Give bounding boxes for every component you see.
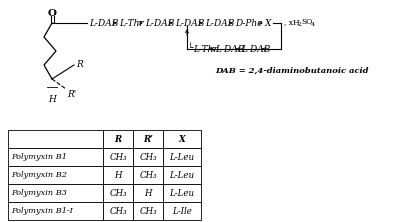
Text: L-Leu: L-Leu [169, 170, 195, 180]
Bar [133, 166, 163, 184]
Text: R: R [114, 135, 122, 143]
Bar [103, 202, 133, 220]
Text: R: R [76, 59, 83, 69]
Text: Polymyxin B1-I: Polymyxin B1-I [11, 207, 73, 215]
Bar [163, 166, 201, 184]
Text: Polymyxin B3: Polymyxin B3 [11, 189, 67, 197]
Text: L-Leu: L-Leu [169, 188, 195, 198]
Text: H: H [144, 188, 152, 198]
Bar [8, 166, 103, 184]
Bar [103, 184, 133, 202]
Bar [103, 130, 133, 148]
Text: CH₃: CH₃ [109, 153, 127, 161]
Text: R’: R’ [143, 135, 153, 143]
Bar [133, 130, 163, 148]
Bar [8, 202, 103, 220]
Text: CH₃: CH₃ [139, 206, 157, 216]
Text: L-Thr: L-Thr [119, 18, 144, 28]
Text: SO: SO [301, 18, 313, 26]
Text: , xH: , xH [284, 18, 299, 26]
Text: L-DAB: L-DAB [89, 18, 118, 28]
Bar [133, 184, 163, 202]
Text: CH₃: CH₃ [109, 188, 127, 198]
Bar [8, 148, 103, 166]
Text: CH₃: CH₃ [139, 170, 157, 180]
Text: H: H [114, 170, 122, 180]
Text: O: O [47, 8, 56, 18]
Text: 2: 2 [298, 22, 302, 26]
Bar [133, 148, 163, 166]
Bar [103, 166, 133, 184]
Text: CH₃: CH₃ [109, 206, 127, 216]
Bar [163, 184, 201, 202]
Text: L-DAB: L-DAB [145, 18, 174, 28]
Text: L-DAB: L-DAB [215, 44, 244, 54]
Bar [8, 184, 103, 202]
Bar [8, 130, 103, 148]
Text: 4: 4 [311, 22, 315, 26]
Text: CH₃: CH₃ [139, 153, 157, 161]
Text: L-DAB: L-DAB [175, 18, 204, 28]
Text: L-DAB: L-DAB [241, 44, 271, 54]
Text: └: └ [188, 44, 193, 52]
Bar [103, 148, 133, 166]
Text: L-DAB: L-DAB [205, 18, 234, 28]
Text: Polymyxin B2: Polymyxin B2 [11, 171, 67, 179]
Text: L-Leu: L-Leu [169, 153, 195, 161]
Bar [163, 130, 201, 148]
Text: D-Phe: D-Phe [235, 18, 262, 28]
Text: L-Thr: L-Thr [193, 44, 217, 54]
Bar [163, 202, 201, 220]
Bar [133, 202, 163, 220]
Text: L-Ile: L-Ile [172, 206, 192, 216]
Text: X: X [179, 135, 185, 143]
Text: Polymyxin B1: Polymyxin B1 [11, 153, 67, 161]
Text: H: H [48, 95, 56, 104]
Text: DAB = 2,4-diaminobutanoic acid: DAB = 2,4-diaminobutanoic acid [215, 67, 368, 75]
Bar [163, 148, 201, 166]
Text: R': R' [67, 90, 76, 99]
Text: X: X [265, 18, 271, 28]
